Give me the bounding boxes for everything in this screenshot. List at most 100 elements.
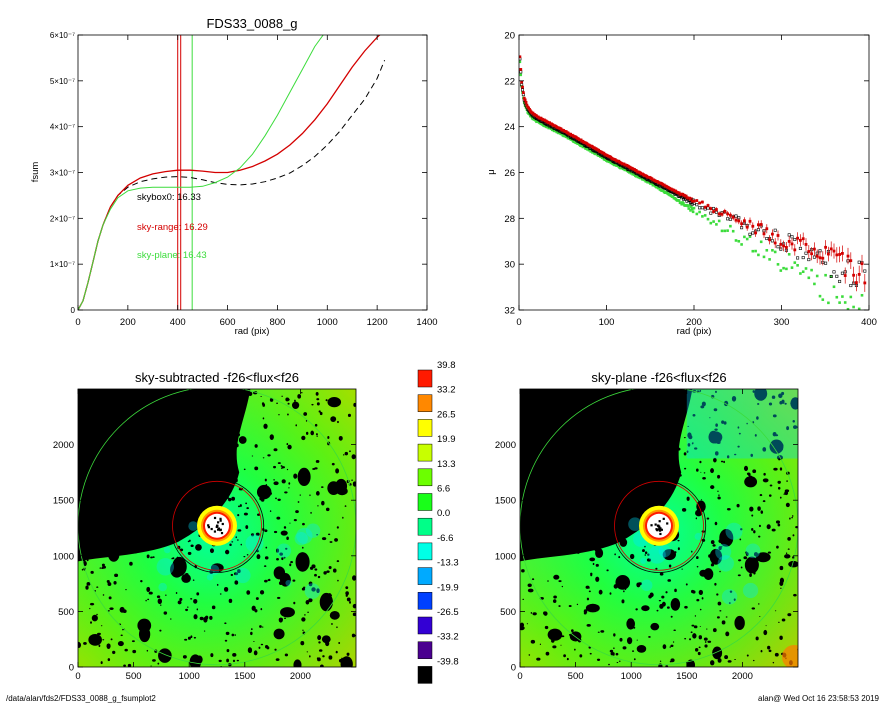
- mu-point-green: [686, 204, 690, 208]
- mask-speck: [743, 556, 748, 560]
- sky-plane-y-axis: 0 500 1000 1500 2000: [495, 440, 798, 674]
- mask-speck: [719, 610, 722, 612]
- mask-speck: [589, 652, 592, 655]
- mask-speck: [233, 572, 239, 576]
- mu-point-green: [604, 157, 607, 161]
- mask-speck: [209, 490, 211, 492]
- mask-speck: [580, 522, 584, 525]
- mask-speck: [569, 435, 573, 439]
- mask-speck: [95, 404, 98, 406]
- mu-point-black: [807, 258, 811, 262]
- mask-speck: [179, 519, 182, 522]
- mask-speck: [229, 543, 232, 547]
- mask-speck: [701, 597, 704, 600]
- mu-point-green: [729, 224, 732, 228]
- mask-speck: [251, 628, 253, 631]
- mask-speck: [265, 546, 268, 549]
- mask-speck: [723, 421, 727, 425]
- mask-speck: [125, 545, 134, 552]
- mu-point-red: [782, 244, 785, 248]
- mask-speck: [779, 565, 784, 571]
- mask-speck: [211, 502, 214, 506]
- mask-speck: [646, 558, 652, 562]
- cool-patch: [305, 523, 321, 538]
- fsum-y-label: fsum: [30, 162, 41, 183]
- mask-speck: [702, 477, 706, 480]
- mask-speck: [107, 582, 112, 587]
- mask-speck: [674, 588, 677, 593]
- mask-speck: [219, 432, 223, 436]
- mask-speck: [228, 598, 233, 603]
- mask-speck: [637, 396, 640, 398]
- mask-speck: [778, 393, 783, 399]
- mask-speck: [117, 641, 124, 647]
- mask-speck: [259, 625, 262, 628]
- colorbar-swatch: [417, 394, 433, 412]
- mask-speck: [725, 616, 728, 618]
- mask-speck: [704, 641, 707, 643]
- mask-speck: [659, 603, 664, 609]
- colorbar-swatch: [417, 443, 433, 462]
- mask-speck: [255, 597, 259, 601]
- mask-speck: [143, 466, 147, 472]
- mask-speck: [207, 395, 209, 398]
- mask-speck: [233, 396, 238, 400]
- mask-speck: [191, 514, 194, 516]
- mask-speck: [106, 643, 111, 650]
- mask-speck: [528, 457, 534, 464]
- mu-point-red: [815, 254, 819, 258]
- mask-speck: [336, 626, 338, 629]
- mask-speck: [351, 454, 356, 460]
- mu-y-axis: 20 22 24 26 28 30 32: [504, 31, 869, 317]
- mu-point-green: [768, 258, 771, 261]
- mask-speck: [625, 579, 628, 581]
- mu-chart: 0 100 200 300 400 20 22 24 26 28 30 32 rad (pix) μ: [486, 31, 877, 338]
- core-speck: [662, 517, 665, 520]
- mask-speck: [83, 470, 87, 473]
- mask-speck: [136, 440, 139, 442]
- x-tick-label: 1500: [676, 671, 697, 682]
- mask-speck: [224, 639, 228, 642]
- mask-speck: [203, 474, 206, 477]
- mask-speck: [703, 568, 714, 580]
- mask-speck: [160, 462, 163, 466]
- mu-point-green: [723, 229, 727, 233]
- mask-speck: [626, 412, 631, 416]
- mask-speck: [600, 630, 605, 633]
- mask-speck: [330, 623, 333, 625]
- mask-speck: [90, 549, 95, 554]
- mask-speck: [585, 496, 589, 501]
- mask-speck: [630, 470, 636, 474]
- mask-speck: [547, 580, 549, 582]
- mask-speck: [781, 399, 785, 404]
- mask-speck: [316, 588, 320, 594]
- mask-speck: [273, 479, 275, 481]
- mask-speck: [331, 462, 335, 466]
- mu-point-green: [546, 125, 550, 129]
- mu-point-red: [692, 199, 696, 203]
- mask-speck: [734, 659, 736, 661]
- mask-speck: [641, 605, 650, 612]
- mask-speck: [238, 487, 244, 491]
- cool-patch: [163, 546, 171, 554]
- mask-speck: [589, 516, 594, 519]
- mask-speck: [726, 455, 730, 459]
- colorbar-label: 33.2: [437, 385, 456, 396]
- mask-speck: [726, 508, 731, 511]
- mask-speck: [595, 563, 599, 567]
- mask-speck: [105, 523, 109, 528]
- mask-speck: [106, 425, 109, 427]
- mask-speck: [613, 390, 615, 393]
- mask-speck: [255, 532, 260, 536]
- mu-point-green: [765, 248, 769, 252]
- mu-point-red: [821, 256, 825, 260]
- mask-speck: [220, 493, 225, 497]
- footer-timestamp: alan@ Wed Oct 16 23:58:53 2019: [758, 694, 879, 703]
- mask-speck: [698, 646, 701, 649]
- mask-speck: [293, 519, 297, 522]
- mask-speck: [662, 644, 667, 650]
- core-speck: [219, 528, 222, 531]
- colorbar-swatch: [417, 666, 433, 684]
- y-tick-label: 1500: [53, 496, 74, 507]
- mask-speck: [617, 432, 619, 434]
